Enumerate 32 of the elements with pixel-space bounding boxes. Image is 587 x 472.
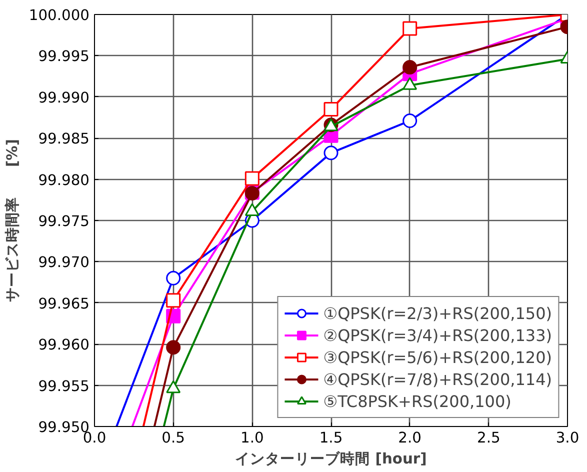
legend-label: ④QPSK(r=7/8)+RS(200,114) bbox=[323, 370, 552, 388]
point bbox=[402, 21, 418, 36]
y-tick-label: 99.965 bbox=[38, 295, 90, 312]
legend-label: ②QPSK(r=3/4)+RS(200,133) bbox=[323, 326, 552, 344]
point bbox=[166, 293, 181, 308]
y-tick-label: 99.990 bbox=[38, 89, 90, 106]
legend-label: ⑤TC8PSK+RS(200,100) bbox=[323, 392, 512, 410]
x-tick-label: 1.5 bbox=[319, 430, 343, 446]
y-tick-label: 99.995 bbox=[38, 48, 90, 66]
point bbox=[402, 114, 418, 128]
point bbox=[402, 60, 418, 74]
y-tick-label: 99.975 bbox=[38, 213, 90, 230]
x-tick-label: 2.0 bbox=[398, 430, 422, 446]
x-tick-label: 1.0 bbox=[240, 430, 264, 446]
y-tick-label: 99.985 bbox=[38, 130, 90, 148]
y-tick-label: 99.980 bbox=[38, 172, 90, 189]
y-tick-label: 99.955 bbox=[38, 378, 90, 395]
y-tick-label: 99.960 bbox=[38, 336, 90, 354]
legend-label: ③QPSK(r=5/6)+RS(200,120) bbox=[323, 348, 552, 366]
y-tick-label: 100.000 bbox=[28, 7, 90, 24]
point bbox=[244, 171, 260, 186]
y-axis-title: サービス時間率 [%] bbox=[2, 138, 21, 302]
x-tick-label: 0.5 bbox=[162, 430, 185, 446]
y-tick-label: 99.970 bbox=[38, 254, 90, 272]
x-tick-label: 3.0 bbox=[556, 430, 580, 446]
point bbox=[324, 146, 338, 160]
x-axis-title: インターリーブ時間 [hour] bbox=[235, 450, 427, 468]
legend-label: ①QPSK(r=2/3)+RS(200,150) bbox=[323, 304, 552, 322]
point bbox=[166, 340, 181, 355]
x-tick-label: 2.5 bbox=[477, 430, 500, 446]
point bbox=[324, 102, 338, 117]
point bbox=[166, 270, 181, 286]
